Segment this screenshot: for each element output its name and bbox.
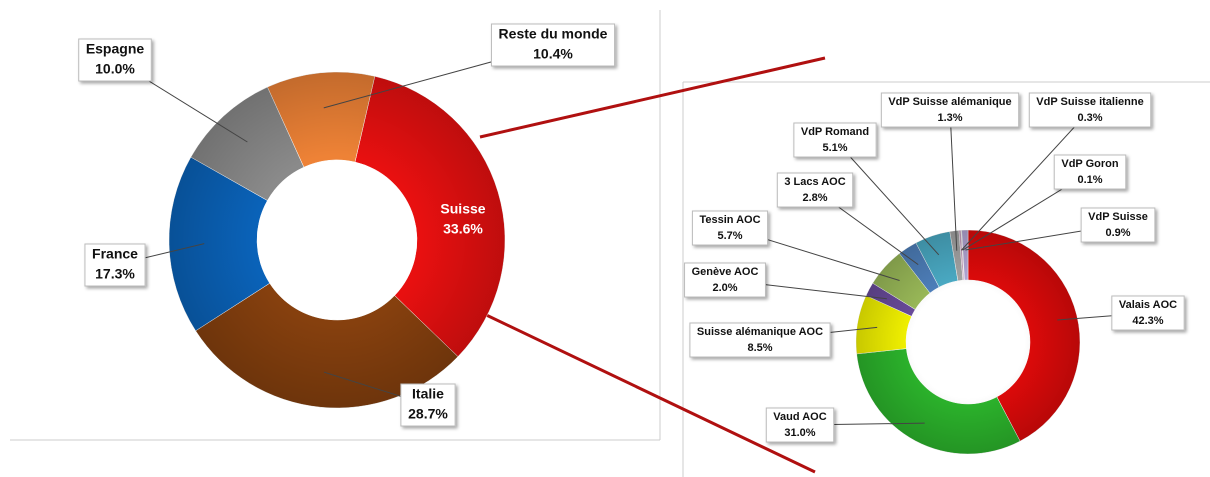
slice-label: 3 Lacs AOC xyxy=(784,176,845,188)
label-box xyxy=(689,322,831,358)
slice-label: Valais AOC xyxy=(1119,299,1177,311)
label-box xyxy=(400,383,456,427)
value-label: 0.9% xyxy=(1105,227,1130,239)
label-box xyxy=(765,407,835,443)
slice-label: France xyxy=(92,246,138,262)
value-label: 1.3% xyxy=(937,112,962,124)
label-box xyxy=(1111,295,1185,331)
label-box xyxy=(776,172,854,208)
slice-label: Reste du monde xyxy=(499,26,608,42)
label-box xyxy=(490,23,616,67)
label-box xyxy=(1028,92,1152,128)
connector xyxy=(479,310,816,474)
label-box xyxy=(1080,207,1156,243)
slice-label: Italie xyxy=(412,386,444,402)
value-label: 17.3% xyxy=(95,266,135,282)
slice-label: Espagne xyxy=(86,41,145,57)
donut-chart: Suisse 33.6% Italie 28.7% France 17.3% Espagne… xyxy=(78,23,616,427)
slice xyxy=(856,348,1021,455)
slice-label: VdP Goron xyxy=(1061,158,1119,170)
value-label: 33.6% xyxy=(443,221,483,237)
label-box xyxy=(1053,154,1127,190)
leader-line xyxy=(834,139,940,256)
value-label: 42.3% xyxy=(1132,315,1163,327)
leader-line xyxy=(960,109,1091,251)
value-label: 10.0% xyxy=(95,61,135,77)
donut-chart: Valais AOC 42.3% Vaud AOC 31.0% Suisse aléma… xyxy=(684,92,1185,455)
value-label: 8.5% xyxy=(747,342,772,354)
slice-label: Suisse xyxy=(440,201,485,217)
label-box xyxy=(880,92,1020,128)
label-box xyxy=(84,243,146,287)
label-box xyxy=(793,122,877,158)
slice-label: Suisse alémanique AOC xyxy=(697,326,823,338)
value-label: 10.4% xyxy=(533,46,573,62)
slice-label: VdP Suisse xyxy=(1088,211,1148,223)
slice-label: VdP Romand xyxy=(801,126,869,138)
label-box xyxy=(78,38,152,82)
value-label: 5.7% xyxy=(717,230,742,242)
value-label: 31.0% xyxy=(784,427,815,439)
label-box xyxy=(691,210,769,246)
slice-label: Vaud AOC xyxy=(773,411,826,423)
connector xyxy=(479,56,826,139)
label-box xyxy=(684,262,766,298)
value-label: 2.8% xyxy=(802,192,827,204)
value-label: 0.1% xyxy=(1077,174,1102,186)
value-label: 2.0% xyxy=(712,282,737,294)
value-label: 0.3% xyxy=(1077,112,1102,124)
slice-label: Tessin AOC xyxy=(699,214,760,226)
slice-label: VdP Suisse alémanique xyxy=(888,96,1011,108)
value-label: 5.1% xyxy=(822,142,847,154)
value-label: 28.7% xyxy=(408,406,448,422)
leader-line xyxy=(949,109,958,251)
slice-label: VdP Suisse italienne xyxy=(1036,96,1143,108)
slice-label: Genève AOC xyxy=(692,266,759,278)
